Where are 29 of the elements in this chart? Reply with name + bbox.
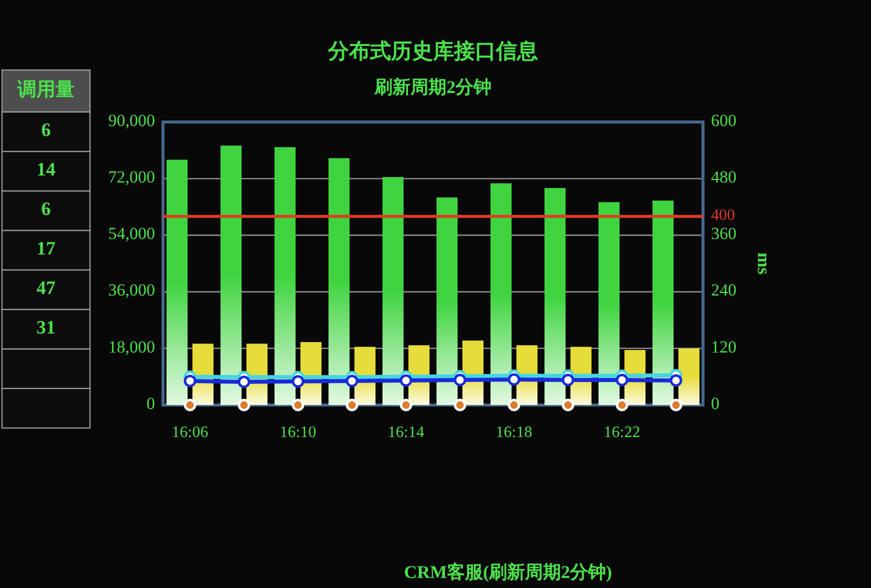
data-label: 6 (41, 199, 51, 220)
y-tick-label: 54,000 (108, 224, 155, 244)
data-label: 47 (36, 278, 56, 300)
x-tick-label: 16:22 (604, 424, 640, 441)
y2-tick-label: 480 (711, 168, 736, 187)
table-header: 调用量 (1, 69, 91, 113)
data-label: 14 (36, 160, 56, 181)
y-tick-label: 0 (146, 394, 155, 413)
y-tick-label: 18,000 (108, 337, 155, 356)
y2-tick-label: 240 (711, 280, 736, 300)
chart-subtitle: 刷新周期2分钟 (374, 77, 492, 97)
data-label: 6 (41, 120, 51, 142)
y2-tick-label: 360 (711, 224, 736, 244)
y2-tick-label: 120 (711, 337, 736, 356)
x-tick-label: 16:06 (172, 424, 208, 441)
y-tick-label: 90,000 (108, 110, 155, 130)
data-label: 17 (36, 238, 56, 260)
x-tick-label: 16:10 (280, 424, 316, 441)
x-tick-label: 16:18 (496, 424, 532, 441)
chart-title: 分布式历史库接口信息 (327, 39, 538, 63)
y2-tick-label: 600 (711, 110, 736, 130)
y2-axis-title: ms (754, 252, 774, 274)
y-tick-label: 36,000 (108, 280, 155, 300)
text: CRM客服(刷新周期2分钟) (404, 562, 612, 582)
ref-line-label: 400 (711, 207, 735, 224)
x-tick-label: 16:14 (388, 424, 424, 441)
y2-tick-label: 0 (711, 394, 720, 413)
data-label: 31 (36, 318, 56, 339)
y-tick-label: 72,000 (108, 168, 155, 187)
